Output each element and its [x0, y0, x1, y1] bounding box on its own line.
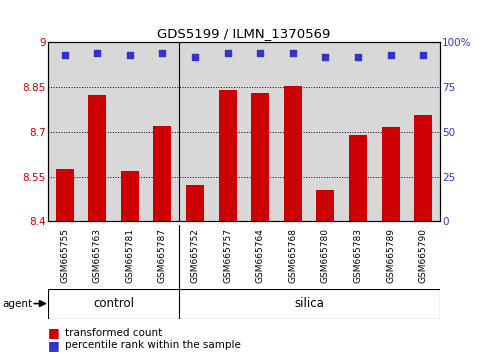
Point	[61, 52, 69, 58]
Point	[191, 54, 199, 59]
Text: GSM665764: GSM665764	[256, 228, 265, 283]
Text: GSM665768: GSM665768	[288, 228, 298, 283]
Text: GSM665763: GSM665763	[93, 228, 102, 283]
Text: silica: silica	[294, 297, 324, 310]
Bar	[186, 185, 204, 221]
Bar	[382, 127, 399, 221]
Point	[224, 50, 231, 56]
Bar	[88, 95, 106, 221]
Text: GSM665781: GSM665781	[125, 228, 134, 283]
Bar	[219, 90, 237, 221]
Text: control: control	[93, 297, 134, 310]
Bar	[121, 171, 139, 221]
Text: agent: agent	[2, 298, 32, 309]
Bar	[48, 289, 440, 319]
Bar	[349, 135, 367, 221]
Text: percentile rank within the sample: percentile rank within the sample	[65, 340, 241, 350]
Bar	[154, 126, 171, 221]
Text: ■: ■	[48, 326, 60, 339]
Point	[354, 54, 362, 59]
Point	[289, 50, 297, 56]
Bar	[414, 115, 432, 221]
Text: GSM665783: GSM665783	[354, 228, 363, 283]
Text: ■: ■	[48, 339, 60, 352]
Text: GSM665755: GSM665755	[60, 228, 69, 283]
Point	[387, 52, 395, 58]
Text: GSM665787: GSM665787	[158, 228, 167, 283]
Text: transformed count: transformed count	[65, 328, 162, 338]
Bar	[251, 93, 269, 221]
Bar	[284, 86, 302, 221]
Point	[256, 50, 264, 56]
Point	[322, 54, 329, 59]
Title: GDS5199 / ILMN_1370569: GDS5199 / ILMN_1370569	[157, 27, 330, 40]
Text: GSM665790: GSM665790	[419, 228, 428, 283]
Point	[419, 52, 427, 58]
Text: GSM665752: GSM665752	[190, 228, 199, 283]
Text: GSM665757: GSM665757	[223, 228, 232, 283]
Point	[126, 52, 134, 58]
Bar	[56, 169, 73, 221]
Point	[93, 50, 101, 56]
Point	[158, 50, 166, 56]
Bar	[316, 190, 334, 221]
Text: GSM665789: GSM665789	[386, 228, 395, 283]
Text: GSM665780: GSM665780	[321, 228, 330, 283]
